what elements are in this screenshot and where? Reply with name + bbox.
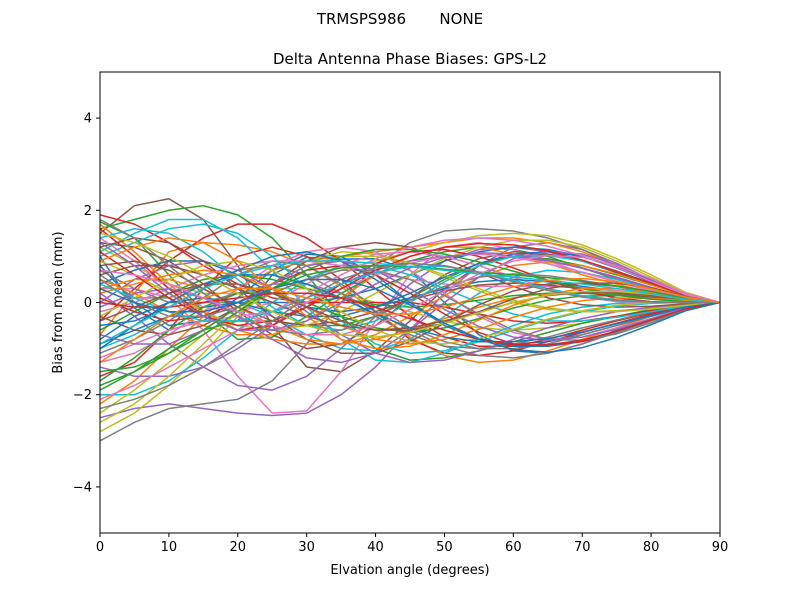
x-tick-label: 70 (574, 540, 591, 555)
figure-suptitle: TRMSPS986 NONE (316, 10, 483, 28)
y-tick-label: 2 (84, 204, 92, 219)
y-axis-label: Bias from mean (mm) (51, 231, 66, 373)
y-tick-label: 0 (84, 296, 92, 311)
x-tick-label: 50 (436, 540, 453, 555)
series-line-30 (100, 264, 720, 396)
x-axis-ticks: 0 10 20 30 40 50 60 70 80 90 (96, 533, 728, 555)
series-line-59 (100, 260, 720, 345)
series-line-64 (100, 292, 720, 346)
y-tick-label: −4 (73, 480, 92, 495)
series-line-69 (100, 232, 720, 338)
x-axis-label: Elvation angle (degrees) (330, 563, 489, 578)
x-tick-label: 40 (367, 540, 384, 555)
y-tick-label: −2 (73, 388, 92, 403)
series-line-57 (100, 237, 720, 401)
x-tick-label: 20 (230, 540, 247, 555)
x-tick-label: 60 (505, 540, 522, 555)
series-lines (100, 198, 720, 442)
x-tick-label: 10 (161, 540, 178, 555)
y-tick-label: 4 (84, 112, 92, 127)
x-tick-label: 90 (712, 540, 729, 555)
series-line-68 (100, 262, 720, 410)
series-line-65 (100, 241, 720, 331)
series-line-52 (100, 269, 720, 345)
chart-title: Delta Antenna Phase Biases: GPS-L2 (273, 50, 547, 68)
series-line-66 (100, 282, 720, 331)
series-line-40 (100, 223, 720, 354)
x-tick-label: 30 (298, 540, 315, 555)
y-axis-ticks: −4 −2 0 2 4 (73, 112, 100, 495)
x-tick-label: 80 (643, 540, 660, 555)
series-line-72 (100, 277, 720, 364)
x-tick-label: 0 (96, 540, 104, 555)
series-line-71 (100, 278, 720, 354)
series-line-53 (100, 248, 720, 373)
series-line-70 (100, 260, 720, 345)
